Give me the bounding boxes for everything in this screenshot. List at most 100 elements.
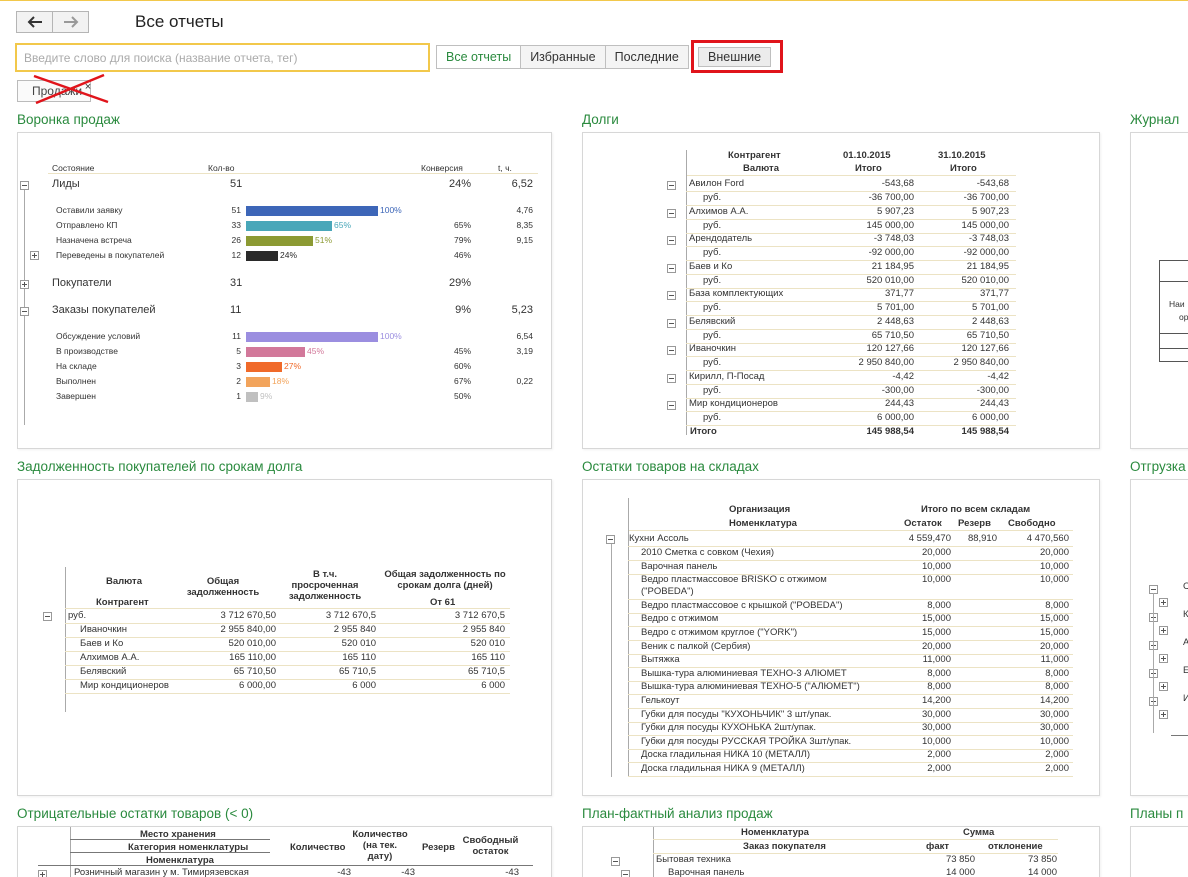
collapse-icon[interactable]: [667, 291, 676, 300]
expand-icon[interactable]: [1159, 682, 1168, 691]
column-header: отклонение: [988, 841, 1043, 852]
tab-favorites[interactable]: Избранные: [520, 45, 606, 69]
report-title-shipments[interactable]: Отгрузка: [1130, 459, 1186, 474]
header-divider: [686, 175, 1016, 176]
stock-balance: 30,000: [921, 722, 951, 734]
collapse-icon[interactable]: [667, 373, 676, 383]
close-icon[interactable]: ×: [84, 81, 92, 93]
receivable-overdue: 6 000: [352, 680, 376, 691]
report-title-journal[interactable]: Журнал: [1130, 112, 1180, 127]
stock-free: 10,000: [1039, 560, 1069, 572]
funnel-group-count: 11: [230, 304, 242, 316]
debt-rub-end: 65 710,50: [966, 329, 1009, 341]
column-header: 01.10.2015: [843, 150, 891, 161]
report-preview-planfact[interactable]: Номенклатура Заказ покупателя Сумма факт отк…: [582, 826, 1100, 877]
collapse-icon[interactable]: [667, 263, 676, 273]
tab-recent[interactable]: Последние: [604, 45, 689, 69]
report-preview-negative[interactable]: Место хранения Категория номенклатуры Номе…: [17, 826, 552, 877]
forward-button[interactable]: [52, 11, 89, 33]
report-preview-debts[interactable]: Контрагент Валюта 01.10.2015 31.10.2015 Итог…: [582, 132, 1100, 449]
collapse-icon[interactable]: [667, 346, 676, 355]
row-divider: [686, 301, 1016, 302]
column-header: Номенклатура: [741, 827, 809, 838]
row-divider: [686, 205, 1016, 206]
receivable-contractor: Баев и Ко: [80, 638, 124, 649]
expand-icon[interactable]: [1159, 626, 1168, 635]
funnel-bar: [246, 236, 313, 246]
funnel-stage-conversion: 65%: [453, 220, 471, 230]
funnel-group-time: 6,52: [511, 178, 533, 190]
debt-rub-start: -300,00: [881, 384, 914, 396]
report-title-stock[interactable]: Остатки товаров на складах: [582, 459, 759, 474]
collapse-icon[interactable]: [20, 307, 29, 316]
collapse-icon[interactable]: [43, 612, 52, 621]
tag-filter-chip[interactable]: Продажи ×: [17, 80, 92, 102]
funnel-bar-label: 27%: [284, 361, 302, 371]
report-title-negative[interactable]: Отрицательные остатки товаров (< 0): [17, 806, 254, 821]
report-title-planfact[interactable]: План-фактный анализ продаж: [582, 806, 773, 821]
collapse-icon[interactable]: [20, 181, 29, 190]
report-title-plans[interactable]: Планы п: [1130, 806, 1184, 821]
external-tab-highlight: Внешние: [691, 40, 783, 73]
row-divider: [628, 721, 1073, 723]
funnel-stage-conversion: 45%: [453, 346, 471, 356]
tab-all-reports[interactable]: Все отчеты: [436, 45, 522, 69]
row-divider: [686, 273, 1016, 275]
funnel-bar: [246, 347, 305, 357]
funnel-stage-count: 26: [231, 235, 241, 245]
expand-icon[interactable]: [1159, 598, 1168, 607]
row-divider: [628, 653, 1073, 655]
stock-balance: 4 559,470: [908, 533, 951, 544]
collapse-icon[interactable]: [667, 236, 676, 245]
debt-rub-start: 65 710,50: [871, 329, 914, 341]
funnel-stage-conversion: 67%: [453, 376, 471, 386]
row-divider: [628, 640, 1073, 641]
expand-icon[interactable]: [1159, 710, 1168, 719]
collapse-icon[interactable]: [667, 181, 676, 190]
collapse-icon[interactable]: [667, 318, 676, 328]
receivable-contractor: Белявский: [80, 666, 127, 677]
debt-currency: руб.: [703, 329, 722, 341]
receivable-61: 65 710,5: [468, 666, 505, 677]
collapse-icon[interactable]: [667, 401, 676, 410]
report-preview-shipments[interactable]: С К А Е И: [1130, 479, 1188, 796]
debt-rub-end: 520 010,00: [961, 274, 1009, 286]
column-header: факт: [926, 841, 950, 852]
row-divider: [628, 546, 1073, 547]
report-preview-receivables[interactable]: Валюта Контрагент Общая задолженность В т.ч…: [17, 479, 552, 796]
column-header: Сумма: [963, 827, 995, 838]
row-divider: [686, 260, 1016, 261]
report-preview-stock[interactable]: Организация Номенклатура Итого по всем скл…: [582, 479, 1100, 796]
funnel-stage-count: 5: [236, 346, 241, 356]
collapse-icon[interactable]: [611, 857, 620, 866]
funnel-stage-count: 11: [232, 331, 241, 341]
expand-icon[interactable]: [30, 251, 39, 260]
debt-rub-end: -92 000,00: [963, 247, 1009, 258]
debt-rub-end: 6 000,00: [972, 412, 1009, 423]
search-input[interactable]: [15, 43, 430, 72]
report-title-funnel[interactable]: Воронка продаж: [17, 112, 120, 127]
collapse-icon[interactable]: [606, 535, 615, 544]
debt-rub-end: -36 700,00: [963, 192, 1009, 203]
collapse-icon[interactable]: [667, 208, 676, 218]
back-button[interactable]: [16, 11, 53, 33]
collapse-icon[interactable]: [621, 870, 630, 877]
debt-value-end: 5 907,23: [972, 205, 1009, 217]
expand-icon[interactable]: [1159, 654, 1168, 663]
expand-icon[interactable]: [20, 280, 29, 289]
report-title-debts[interactable]: Долги: [582, 112, 619, 127]
column-header: Контрагент: [728, 150, 781, 161]
funnel-group-time: 5,23: [511, 304, 533, 316]
funnel-bar-label: 51%: [315, 235, 333, 245]
receivable-overdue: 65 710,5: [339, 666, 376, 677]
report-preview-funnel[interactable]: Состояние Кол-во Конверсия t, ч. Лиды 51 24% 6,…: [17, 132, 552, 449]
funnel-group-conversion: 9%: [455, 304, 471, 316]
report-preview-plans[interactable]: [1130, 826, 1188, 877]
debt-value-start: 244,43: [884, 398, 914, 409]
expand-icon[interactable]: [38, 870, 47, 877]
tab-external[interactable]: Внешние: [698, 47, 772, 67]
stock-free: 2,000: [1045, 763, 1069, 774]
report-title-receivables[interactable]: Задолженность покупателей по срокам долг…: [17, 459, 303, 474]
report-preview-journal[interactable]: Наи ор: [1130, 132, 1188, 449]
row-divider: [686, 232, 1016, 234]
